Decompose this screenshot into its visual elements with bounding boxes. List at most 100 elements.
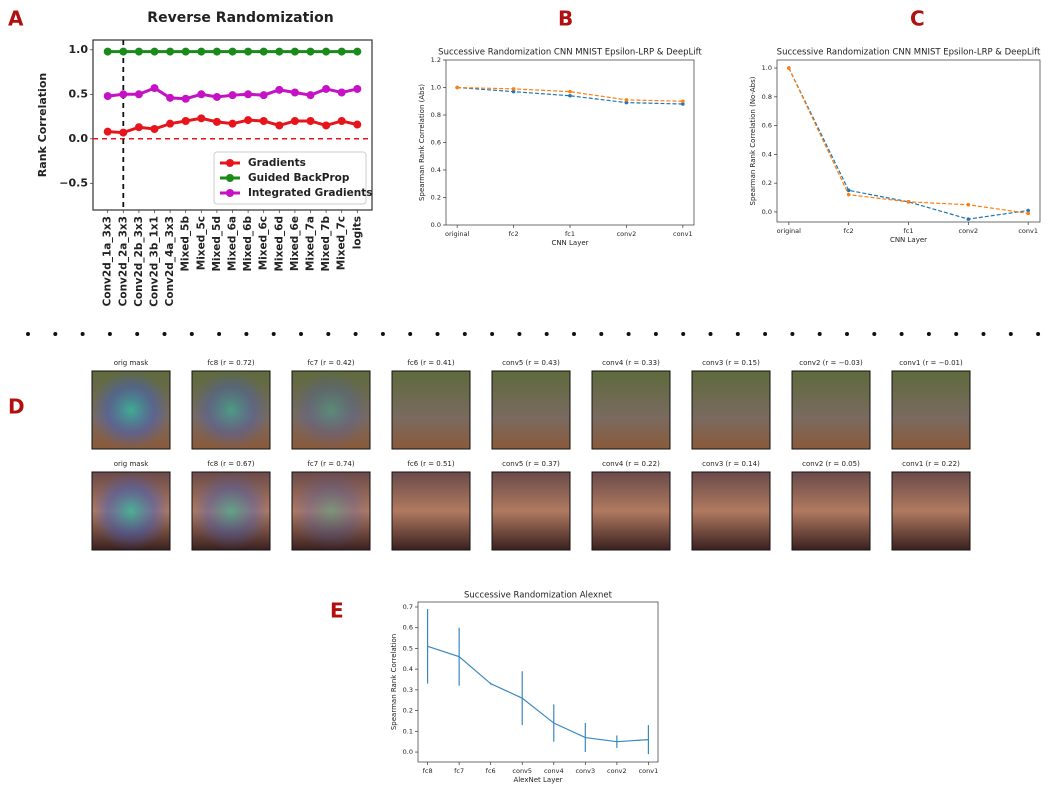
separator-dot [462, 332, 467, 336]
y-tick-label: 0.4 [762, 150, 772, 158]
marker [181, 116, 190, 125]
separator-dot [544, 332, 549, 336]
image [691, 370, 771, 450]
marker [624, 98, 629, 102]
x-axis-label: CNN Layer [890, 236, 927, 244]
image-title: fc7 (r = 0.42) [307, 359, 355, 367]
marker [119, 47, 128, 56]
chart-title: Successive Randomization CNN MNIST Epsil… [438, 48, 702, 58]
image-title: conv3 (r = 0.14) [702, 460, 760, 468]
heatmap-overlay [292, 472, 370, 550]
y-axis-label: Spearman Rank Correlation [390, 634, 398, 730]
separator-dot [626, 332, 631, 336]
y-tick-label: 1.0 [69, 43, 89, 56]
heatmap-overlay [192, 371, 270, 449]
marker [624, 100, 629, 105]
y-tick-label: 1.0 [762, 64, 772, 72]
y-tick-label: 1.2 [431, 56, 441, 64]
separator-dot [517, 332, 522, 336]
separator-dot [53, 332, 58, 336]
marker [306, 116, 315, 125]
chart: Successive Randomization CNN MNIST Epsil… [418, 48, 702, 248]
x-tick-label: Mixed_5d [211, 216, 223, 272]
separator-dot [107, 332, 112, 336]
marker [1026, 211, 1030, 216]
x-tick-label: original [777, 227, 801, 235]
marker [681, 99, 685, 104]
marker [966, 217, 971, 221]
marker [290, 47, 299, 56]
series-line [788, 67, 1029, 220]
marker [290, 116, 299, 125]
image [691, 471, 771, 551]
chart: Successive Randomization Alexnet Spearman… [390, 591, 659, 784]
separator-dot [599, 332, 604, 336]
marker [337, 88, 346, 97]
x-tick-label: fc1 [565, 230, 575, 238]
marker [212, 117, 221, 126]
marker [1026, 208, 1030, 213]
image-title: fc8 (r = 0.72) [207, 359, 255, 367]
x-tick-label: Mixed_5c [195, 216, 207, 270]
y-tick-label: 0.1 [403, 727, 413, 735]
marker [322, 121, 331, 130]
x-tick-label: Mixed_7c [336, 216, 348, 270]
separator-dot [135, 332, 140, 336]
x-tick-label: fc1 [904, 227, 914, 235]
marker [275, 47, 284, 56]
x-tick-label: Mixed_6c [258, 216, 270, 270]
image-title: orig mask [114, 460, 150, 468]
separator-dot [244, 332, 249, 336]
legend-label: Gradients [248, 157, 306, 169]
marker [353, 47, 362, 56]
marker [259, 91, 268, 100]
separator-dot [817, 332, 822, 336]
marker [275, 121, 284, 130]
marker [150, 47, 159, 56]
separator-dot [681, 332, 686, 336]
separator-dot [435, 332, 440, 336]
separator-dot [763, 332, 768, 336]
separator-dot [872, 332, 877, 336]
x-tick-label: Mixed_7a [305, 216, 317, 271]
marker [197, 47, 206, 56]
marker [244, 116, 253, 125]
legend-label: Guided BackProp [248, 172, 350, 184]
marker [511, 89, 516, 94]
heatmap-overlay [292, 371, 370, 449]
marker [228, 47, 237, 56]
series-line [457, 86, 683, 105]
x-tick-label: conv1 [1018, 227, 1038, 235]
legend [213, 151, 367, 205]
x-tick-label: fc7 [454, 767, 464, 775]
marker [353, 84, 362, 93]
image-title: conv5 (r = 0.37) [502, 460, 560, 468]
x-tick-label: conv2 [607, 767, 627, 775]
y-tick-label: 0.8 [762, 93, 772, 101]
x-tick-label: Mixed_6e [289, 216, 301, 271]
y-axis-label: Spearman Rank Correlation (Abs) [418, 84, 426, 201]
y-tick-label: 0.4 [431, 166, 441, 174]
y-axis-label: Spearman Rank Correlation (No-Abs) [749, 76, 757, 205]
chart-title: Reverse Randomization [147, 10, 333, 26]
x-tick-label: Mixed_7b [320, 216, 332, 272]
marker [259, 47, 268, 56]
separator-dot [981, 332, 986, 336]
x-tick-label: Conv2d_1a_3x3 [102, 216, 114, 306]
image-title: fc7 (r = 0.74) [307, 460, 355, 468]
separator-dot [1008, 332, 1013, 336]
y-axis-label: Rank Correlation [36, 73, 49, 177]
separator-dot [899, 332, 904, 336]
marker [228, 91, 237, 100]
marker [197, 114, 206, 123]
heatmap-overlay [92, 472, 170, 550]
plot-area [445, 59, 695, 226]
marker [212, 47, 221, 56]
x-tick-label: conv5 [512, 767, 532, 775]
separator-dot [26, 332, 30, 336]
marker [353, 120, 362, 129]
panel-letter: C [910, 7, 925, 31]
plot-area [417, 601, 659, 763]
marker [322, 84, 331, 93]
y-tick-label: 0.0 [762, 208, 772, 216]
